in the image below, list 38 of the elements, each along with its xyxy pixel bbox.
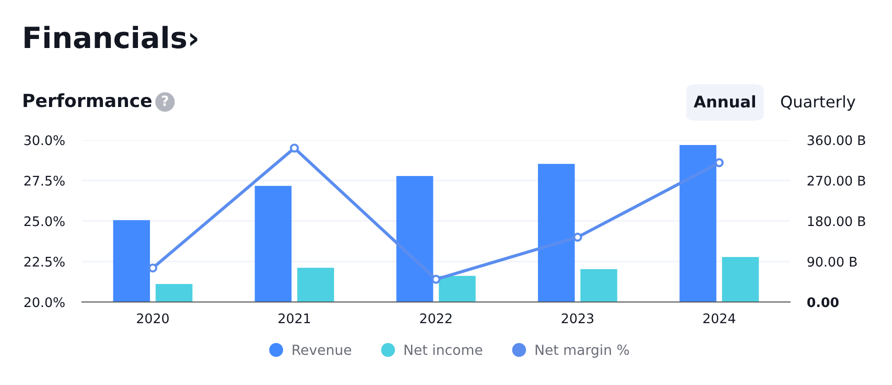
- x-tick-label: 2023: [562, 313, 594, 324]
- y2-tick-label: 180.00 B: [808, 216, 866, 226]
- chart-title: Financials›: [24, 26, 198, 48]
- bar: [297, 268, 334, 302]
- legend-label: Net margin %: [536, 344, 629, 358]
- text: ?: [162, 96, 168, 106]
- bar: [722, 257, 759, 302]
- point: [714, 158, 724, 168]
- text: Annual: [694, 95, 756, 108]
- x-tick-label: 2024: [703, 313, 736, 324]
- legend-label: Net income: [404, 344, 482, 356]
- bar: [113, 220, 150, 302]
- y2-tick-label: 0.00: [807, 297, 839, 308]
- x-tick-label: 2020: [136, 313, 169, 324]
- legend-label: Revenue: [292, 344, 352, 356]
- point: [431, 274, 441, 284]
- bar: [538, 164, 575, 302]
- y2-tick-label: 90.00 B: [807, 256, 857, 267]
- x-tick-label: 2022: [420, 313, 452, 324]
- text: Quarterly: [781, 95, 856, 111]
- y-tick-label: 22.5%: [24, 256, 65, 267]
- bar: [438, 276, 476, 302]
- y-tick-label: 20.0%: [24, 297, 65, 308]
- bar: [156, 284, 192, 302]
- point: [290, 144, 299, 153]
- point: [573, 232, 582, 242]
- bar: [396, 176, 434, 302]
- y-tick-label: 27.5%: [24, 176, 65, 186]
- y-tick-label: 25.0%: [24, 216, 65, 226]
- y-tick-label: 30.0%: [24, 135, 65, 146]
- y2-tick-label: 360.00 B: [808, 135, 866, 146]
- point: [148, 263, 158, 272]
- bar: [680, 144, 716, 302]
- bar: [254, 186, 292, 302]
- y2-tick-label: 270.00 B: [808, 176, 866, 186]
- bar: [580, 269, 618, 302]
- x-tick-label: 2021: [278, 313, 310, 324]
- chart-subtitle: Performance: [24, 93, 152, 108]
